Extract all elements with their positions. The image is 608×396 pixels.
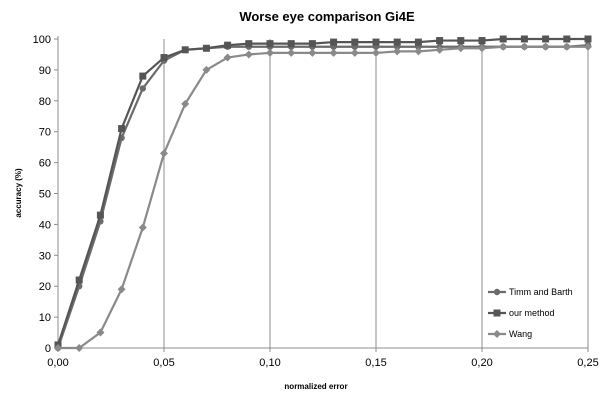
data-point	[160, 149, 168, 158]
data-point	[499, 35, 507, 43]
data-point	[350, 48, 359, 57]
data-point	[584, 35, 592, 43]
data-point	[118, 125, 126, 133]
y-tick-label: 90	[39, 65, 51, 77]
y-tick-label: 100	[33, 34, 51, 46]
series-timm-and-barth	[54, 41, 592, 352]
data-point	[584, 42, 592, 51]
data-point	[436, 37, 444, 45]
y-tick-label: 40	[39, 219, 51, 231]
plot-area	[54, 35, 592, 352]
data-point	[117, 285, 126, 294]
chart-title: Worse eye comparison Gi4E	[239, 9, 415, 24]
data-point	[478, 37, 486, 45]
data-point	[541, 42, 550, 51]
series-wang	[54, 42, 592, 352]
y-tick-label: 50	[39, 189, 51, 201]
data-point	[520, 42, 529, 51]
y-tick-label: 60	[39, 158, 51, 170]
series-our-method	[54, 35, 592, 349]
x-tick-label: 0,15	[365, 357, 386, 369]
data-point	[562, 42, 571, 51]
data-point	[139, 85, 146, 92]
legend-marker	[493, 288, 501, 296]
axes	[54, 36, 589, 352]
data-point	[542, 35, 550, 43]
legend-marker	[493, 330, 501, 338]
data-point	[287, 40, 295, 48]
data-point	[393, 38, 401, 46]
data-point	[266, 48, 274, 57]
grid	[163, 39, 589, 348]
y-tick-label: 70	[39, 127, 51, 139]
legend-label: Wang	[509, 329, 532, 339]
data-point	[393, 47, 402, 56]
y-tick-label: 80	[39, 96, 51, 108]
data-point	[287, 48, 296, 57]
y-axis-label: accuracy (%)	[14, 168, 23, 218]
data-point	[330, 38, 338, 46]
x-axis-label: normalized error	[284, 382, 347, 391]
data-point	[54, 344, 62, 352]
data-point	[351, 38, 359, 46]
series-line	[56, 37, 588, 346]
y-tick-label: 20	[39, 281, 51, 293]
data-point	[435, 45, 444, 54]
legend: Timm and Barth our method Wang	[488, 287, 573, 339]
legend-marker	[493, 309, 501, 317]
data-point	[181, 99, 190, 108]
y-tick-label: 10	[39, 312, 51, 324]
data-point	[308, 48, 317, 57]
data-point	[478, 44, 486, 53]
legend-label: our method	[509, 308, 555, 318]
data-point	[244, 50, 253, 59]
legend-item: our method	[488, 308, 555, 318]
data-point	[96, 328, 105, 337]
data-point	[223, 53, 232, 62]
data-point	[139, 72, 147, 80]
data-point	[266, 40, 274, 48]
x-tick-label: 0,00	[47, 357, 68, 369]
data-point	[202, 65, 211, 74]
legend-item: Wang	[488, 329, 532, 339]
data-point	[414, 38, 422, 46]
data-point	[96, 211, 104, 219]
data-point	[224, 41, 232, 49]
data-point	[414, 47, 423, 56]
data-point	[456, 44, 465, 53]
data-point	[372, 38, 380, 46]
data-point	[372, 48, 380, 57]
x-tick-label: 0,20	[471, 357, 492, 369]
x-tick-label: 0,05	[153, 357, 174, 369]
data-point	[202, 44, 210, 52]
data-point	[499, 42, 508, 51]
data-point	[563, 35, 571, 43]
data-point	[181, 46, 189, 54]
x-tick-label: 0,10	[259, 357, 280, 369]
legend-label: Timm and Barth	[509, 287, 573, 297]
x-tick-label: 0,25	[577, 357, 598, 369]
y-tick-label: 0	[45, 343, 51, 355]
data-point	[75, 276, 83, 284]
data-point	[75, 344, 84, 352]
data-point	[160, 54, 168, 62]
data-point	[520, 35, 528, 43]
data-point	[245, 40, 253, 48]
legend-item: Timm and Barth	[488, 287, 573, 297]
y-tick-label: 30	[39, 250, 51, 262]
tick-labels: 0 10 20 30 40 50 60 70 80 90 100 0,00 0,05 0,10 0,15 0,…	[33, 34, 599, 369]
data-point	[329, 48, 338, 57]
data-point	[138, 223, 147, 232]
data-point	[457, 37, 465, 45]
data-point	[308, 40, 316, 48]
